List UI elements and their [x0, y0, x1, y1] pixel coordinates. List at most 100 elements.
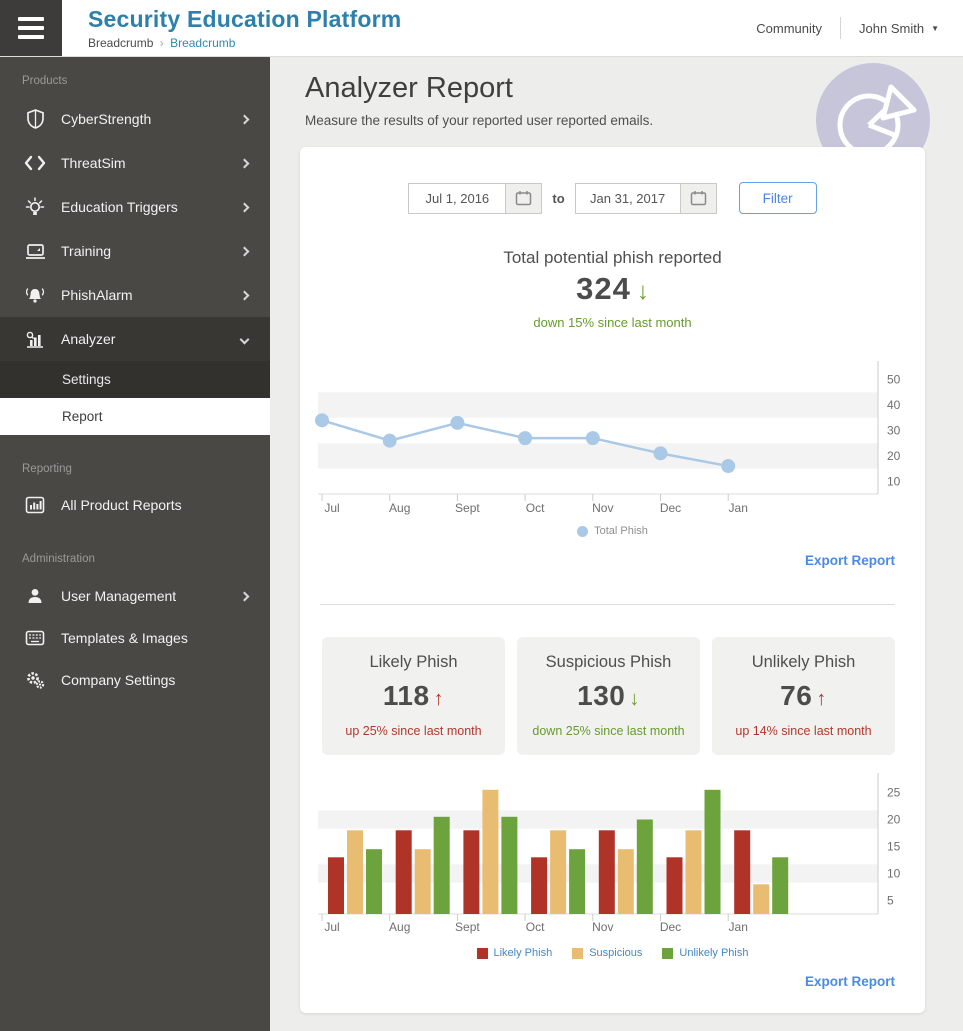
breadcrumb-item-current[interactable]: Breadcrumb	[170, 36, 236, 50]
svg-text:Oct: Oct	[526, 920, 545, 934]
legend-item: Unlikely Phish	[662, 947, 749, 959]
end-date-input[interactable]	[574, 182, 681, 214]
sidebar-nav: Products CyberStrength ThreatSim Educati…	[0, 57, 270, 1031]
svg-text:Aug: Aug	[389, 920, 410, 934]
svg-text:Dec: Dec	[660, 501, 681, 515]
sidebar-item-threatsim[interactable]: ThreatSim	[0, 141, 270, 185]
sidebar-section-reporting: Reporting	[22, 463, 72, 475]
monitor-icon	[24, 240, 46, 262]
sidebar-item-cyberstrength[interactable]: CyberStrength	[0, 97, 270, 141]
sidebar-item-all-product-reports[interactable]: All Product Reports	[0, 485, 270, 525]
user-icon	[24, 585, 46, 607]
legend-item: Total Phish	[577, 525, 648, 537]
svg-text:Jan: Jan	[729, 920, 748, 934]
chevron-right-icon	[239, 202, 250, 212]
caret-down-icon: ▼	[931, 23, 939, 33]
svg-text:Jul: Jul	[324, 920, 339, 934]
svg-text:50: 50	[887, 373, 901, 387]
community-link[interactable]: Community	[756, 20, 823, 36]
calendar-icon	[516, 191, 532, 206]
legend-item: Suspicious	[572, 947, 642, 959]
legend-item: Likely Phish	[476, 947, 552, 959]
bar-chart-legend: Likely Phish Suspicious Unlikely Phish	[300, 947, 925, 959]
line-chart-legend: Total Phish	[300, 525, 925, 537]
phish-categories-bar-chart: Jul Aug Sept Oct Nov Dec Jan 5 10 15 20 25	[318, 773, 901, 934]
svg-text:Nov: Nov	[592, 501, 613, 515]
top-header: Security Education Platform Breadcrumb ›…	[0, 0, 963, 57]
sidebar-subitem-report[interactable]: Report	[0, 398, 270, 435]
shield-icon	[24, 108, 46, 130]
date-filter-row: to Filter	[300, 182, 925, 214]
product-logo: Security Education Platform	[88, 6, 402, 32]
svg-text:40: 40	[887, 398, 901, 412]
legend-dot-icon	[577, 525, 589, 537]
legend-swatch-icon	[662, 947, 674, 959]
start-date-calendar-button[interactable]	[506, 182, 543, 214]
templates-icon	[24, 627, 46, 649]
main-content: Analyzer Report Measure the results of y…	[270, 57, 963, 1031]
svg-text:25: 25	[887, 786, 901, 800]
trend-arrow-icon: ↑	[816, 688, 827, 710]
stat-cards-row: Likely Phish 118 ↑ up 25% since last mont…	[322, 637, 895, 755]
svg-text:Oct: Oct	[526, 501, 545, 515]
code-icon	[24, 152, 46, 174]
filter-button[interactable]: Filter	[738, 182, 817, 214]
bell-icon	[24, 284, 46, 306]
sidebar-item-training[interactable]: Training	[0, 229, 270, 273]
section-divider	[320, 604, 895, 605]
sidebar-section-administration: Administration	[22, 553, 95, 565]
svg-text:Jul: Jul	[324, 501, 339, 515]
user-menu[interactable]: John Smith ▼	[841, 21, 945, 36]
svg-text:5: 5	[887, 894, 894, 908]
sidebar-item-user-management[interactable]: User Management	[0, 575, 270, 617]
export-report-link-top[interactable]: Export Report	[804, 553, 895, 568]
svg-text:Sept: Sept	[455, 920, 480, 934]
end-date-calendar-button[interactable]	[680, 182, 717, 214]
header-divider	[840, 17, 842, 39]
svg-text:Sept: Sept	[455, 501, 480, 515]
breadcrumb-separator: ›	[159, 36, 164, 50]
gears-icon	[24, 669, 46, 691]
sidebar-subitem-settings[interactable]: Settings	[0, 361, 270, 398]
total-phish-line-chart: Jul Aug Sept Oct Nov Dec Jan 10 20 30 40 50	[315, 361, 901, 515]
stat-card-suspicious-phish: Suspicious Phish 130 ↓ down 25% since las…	[517, 637, 700, 755]
sidebar-item-education-triggers[interactable]: Education Triggers	[0, 185, 270, 229]
sidebar-item-phishalarm[interactable]: PhishAlarm	[0, 273, 270, 317]
legend-swatch-icon	[572, 947, 584, 959]
page-subtitle: Measure the results of your reported use…	[305, 113, 654, 128]
breadcrumb: Breadcrumb › Breadcrumb	[88, 36, 401, 50]
total-phish-value: 324	[576, 271, 631, 306]
svg-text:Nov: Nov	[592, 920, 613, 934]
trend-arrow-icon: ↑	[433, 688, 445, 710]
chevron-right-icon	[239, 591, 250, 601]
calendar-icon	[690, 191, 706, 206]
sidebar-item-templates-images[interactable]: Templates & Images	[0, 617, 270, 659]
lightbulb-icon	[24, 196, 46, 218]
svg-text:15: 15	[887, 840, 901, 854]
report-chart-icon	[24, 494, 46, 516]
export-report-link-bottom[interactable]: Export Report	[804, 974, 895, 989]
chevron-right-icon	[239, 290, 250, 300]
sidebar-item-company-settings[interactable]: Company Settings	[0, 659, 270, 701]
svg-text:20: 20	[887, 813, 901, 827]
svg-text:10: 10	[887, 867, 901, 881]
stat-card-unlikely-phish: Unlikely Phish 76 ↑ up 14% since last mon…	[712, 637, 895, 755]
total-phish-label: Total potential phish reported	[503, 248, 722, 267]
report-card: to Filter Total potential phish reported…	[300, 147, 925, 1013]
svg-text:30: 30	[887, 424, 901, 438]
total-phish-trend-note: down 15% since last month	[533, 315, 692, 330]
start-date-input[interactable]	[408, 182, 507, 214]
chevron-down-icon	[239, 334, 250, 344]
svg-text:Dec: Dec	[660, 920, 681, 934]
analyzer-icon	[24, 328, 46, 350]
breadcrumb-item[interactable]: Breadcrumb	[88, 36, 154, 50]
sidebar-section-products: Products	[22, 75, 68, 87]
svg-text:Jan: Jan	[729, 501, 748, 515]
stat-card-likely-phish: Likely Phish 118 ↑ up 25% since last mont…	[322, 637, 505, 755]
hamburger-menu-button[interactable]	[0, 0, 62, 56]
chevron-right-icon	[239, 114, 250, 124]
page-title: Analyzer Report	[305, 72, 513, 104]
legend-swatch-icon	[476, 947, 488, 959]
sidebar-item-analyzer[interactable]: Analyzer	[0, 317, 270, 361]
chevron-right-icon	[239, 246, 250, 256]
